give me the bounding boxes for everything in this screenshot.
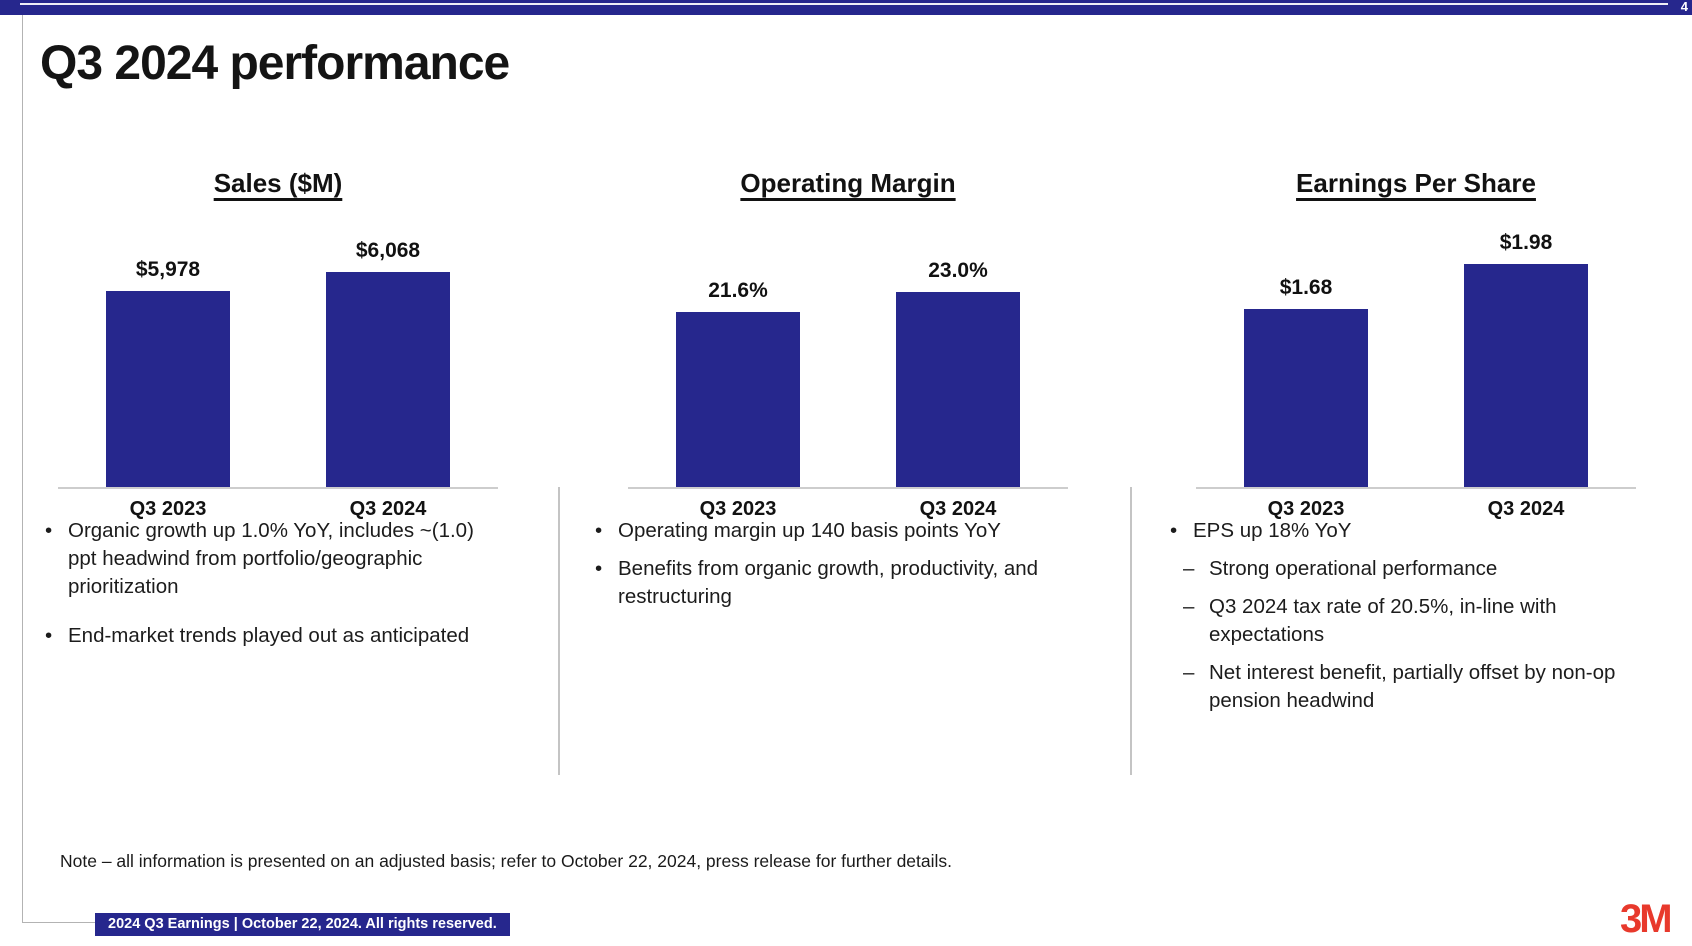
x-axis-line xyxy=(1196,487,1636,489)
bar-group-margin-q3-2023: 21.6% xyxy=(676,227,800,487)
dash-marker: – xyxy=(1183,557,1195,580)
bar-value-label: 23.0% xyxy=(928,259,988,282)
bar-group-eps-q3-2023: $1.68 xyxy=(1244,227,1368,487)
bullet-marker: • xyxy=(1170,519,1178,542)
list-item: • Operating margin up 140 basis points Y… xyxy=(595,517,1055,545)
bullet-text: Q3 2024 tax rate of 20.5%, in-line with … xyxy=(1209,595,1557,646)
list-item-sub: – Strong operational performance xyxy=(1183,555,1650,583)
bullet-text: End-market trends played out as anticipa… xyxy=(68,624,470,647)
bullet-text: EPS up 18% YoY xyxy=(1193,519,1352,542)
page-number: 4 xyxy=(1680,0,1688,14)
bullet-list-sales: • Organic growth up 1.0% YoY, includes ~… xyxy=(45,517,495,650)
column-divider xyxy=(1130,487,1132,775)
footer-connector-line xyxy=(22,922,95,923)
chart-eps: Earnings Per Share $1.68 $1.98 Q3 2023 Q… xyxy=(1196,168,1636,528)
slide-title: Q3 2024 performance xyxy=(40,37,510,90)
x-tick-label: Q3 2024 xyxy=(349,498,427,520)
chart-operating-margin: Operating Margin 21.6% 23.0% Q3 2023 Q3 … xyxy=(628,168,1068,528)
bar-value-label: $1.68 xyxy=(1279,276,1333,299)
bullet-list-eps: • EPS up 18% YoY – Strong operational pe… xyxy=(1170,517,1650,715)
dash-marker: – xyxy=(1183,595,1195,618)
list-item: • EPS up 18% YoY xyxy=(1170,517,1650,545)
x-axis-line xyxy=(58,487,498,489)
chart-eps-title: Earnings Per Share xyxy=(1296,168,1536,198)
left-edge-rule xyxy=(22,15,23,922)
bullet-text: Organic growth up 1.0% YoY, includes ~(1… xyxy=(68,519,474,598)
bullet-text: Net interest benefit, partially offset b… xyxy=(1209,661,1616,712)
footnote: Note – all information is presented on a… xyxy=(60,851,953,871)
bullet-marker: • xyxy=(45,519,53,542)
x-axis-line xyxy=(628,487,1068,489)
list-item: • Organic growth up 1.0% YoY, includes ~… xyxy=(45,517,495,601)
bar-sales-q3-2023 xyxy=(106,291,230,487)
bullet-text: Benefits from organic growth, productivi… xyxy=(618,557,1039,608)
bar-group-eps-q3-2024: $1.98 xyxy=(1464,227,1588,487)
dash-marker: – xyxy=(1183,661,1195,684)
bar-value-label: $6,068 xyxy=(355,239,421,262)
column-divider xyxy=(558,487,560,775)
bar-margin-q3-2023 xyxy=(676,312,800,487)
bar-value-label: $1.98 xyxy=(1499,231,1553,254)
x-tick-label: Q3 2024 xyxy=(1487,498,1565,520)
bar-sales-q3-2024 xyxy=(326,272,450,487)
bar-eps-q3-2024 xyxy=(1464,264,1588,487)
chart-sales-title: Sales ($M) xyxy=(213,168,343,198)
list-item-sub: – Q3 2024 tax rate of 20.5%, in-line wit… xyxy=(1183,593,1650,649)
bullet-marker: • xyxy=(595,557,603,580)
footer-badge: 2024 Q3 Earnings | October 22, 2024. All… xyxy=(95,913,510,936)
bar-eps-q3-2023 xyxy=(1244,309,1368,487)
x-tick-label: Q3 2023 xyxy=(129,498,207,520)
bar-group-margin-q3-2024: 23.0% xyxy=(896,227,1020,487)
chart-sales: Sales ($M) $5,978 $6,068 Q3 2023 Q3 2024 xyxy=(58,168,498,528)
bullet-list-operating-margin: • Operating margin up 140 basis points Y… xyxy=(595,517,1055,611)
list-item-sub: – Net interest benefit, partially offset… xyxy=(1183,659,1650,715)
bullet-text: Operating margin up 140 basis points YoY xyxy=(618,519,1001,542)
bar-group-sales-q3-2024: $6,068 xyxy=(326,227,450,487)
list-item: • End-market trends played out as antici… xyxy=(45,622,495,650)
bullet-marker: • xyxy=(45,624,53,647)
bar-value-label: 21.6% xyxy=(708,279,768,302)
banner-hairline xyxy=(20,3,1668,5)
chart-operating-margin-title: Operating Margin xyxy=(740,168,956,198)
bullet-marker: • xyxy=(595,519,603,542)
bullet-text: Strong operational performance xyxy=(1209,557,1498,580)
list-item: • Benefits from organic growth, producti… xyxy=(595,555,1055,611)
bar-group-sales-q3-2023: $5,978 xyxy=(106,227,230,487)
x-tick-label: Q3 2023 xyxy=(699,498,777,520)
3m-logo: 3M xyxy=(1620,897,1673,941)
x-tick-label: Q3 2024 xyxy=(919,498,997,520)
x-tick-label: Q3 2023 xyxy=(1267,498,1345,520)
bar-margin-q3-2024 xyxy=(896,292,1020,487)
bar-value-label: $5,978 xyxy=(135,258,201,281)
top-banner: 4 xyxy=(0,0,1692,15)
